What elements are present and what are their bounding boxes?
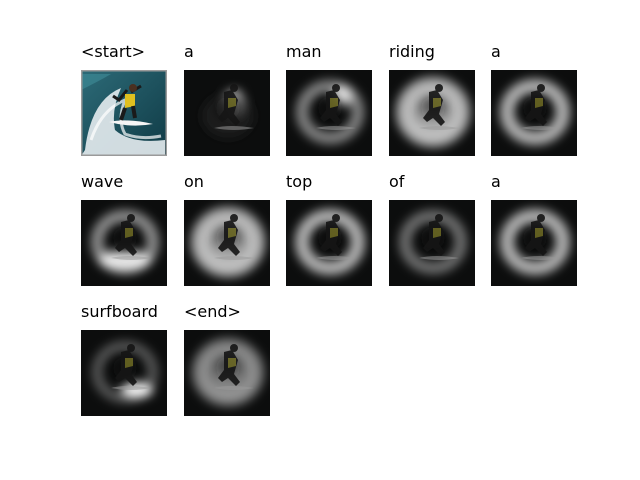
original-image — [81, 70, 167, 156]
attention-map — [286, 200, 372, 286]
attention-map — [81, 200, 167, 286]
attention-map — [491, 200, 577, 286]
token-word: riding — [389, 42, 435, 61]
attention-map — [389, 70, 475, 156]
token-word: <end> — [184, 302, 241, 321]
token-word: a — [491, 172, 501, 191]
token-word: a — [491, 42, 501, 61]
attention-map — [184, 70, 270, 156]
token-word: top — [286, 172, 313, 191]
token-word: <start> — [81, 42, 146, 61]
attention-map — [491, 70, 577, 156]
token-word: a — [184, 42, 194, 61]
token-word: wave — [81, 172, 124, 191]
token-word: man — [286, 42, 322, 61]
attention-map — [286, 70, 372, 156]
token-word: surfboard — [81, 302, 158, 321]
token-word: of — [389, 172, 405, 191]
attention-map — [184, 200, 270, 286]
token-word: on — [184, 172, 204, 191]
attention-map — [81, 330, 167, 416]
attention-map — [184, 330, 270, 416]
attention-map — [389, 200, 475, 286]
